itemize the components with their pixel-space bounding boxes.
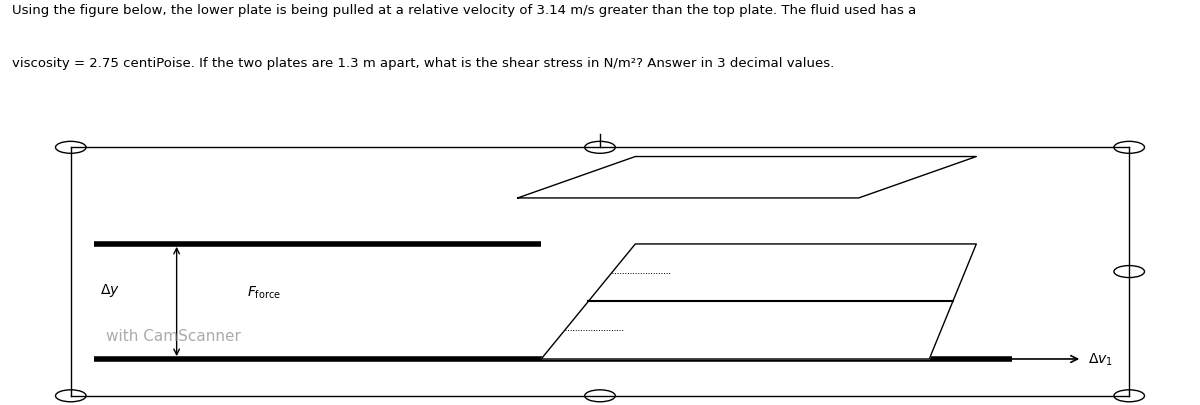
Polygon shape (541, 244, 977, 359)
Text: with CamScanner: with CamScanner (106, 329, 241, 343)
Text: viscosity = 2.75 centiPoise. If the two plates are 1.3 m apart, what is the shea: viscosity = 2.75 centiPoise. If the two … (12, 57, 834, 70)
Text: $F_{\rm force}$: $F_{\rm force}$ (247, 284, 281, 301)
Text: $\Delta y$: $\Delta y$ (101, 282, 120, 299)
Text: $\Delta v_1$: $\Delta v_1$ (1088, 351, 1112, 367)
Text: Using the figure below, the lower plate is being pulled at a relative velocity o: Using the figure below, the lower plate … (12, 4, 917, 17)
Polygon shape (517, 157, 977, 198)
